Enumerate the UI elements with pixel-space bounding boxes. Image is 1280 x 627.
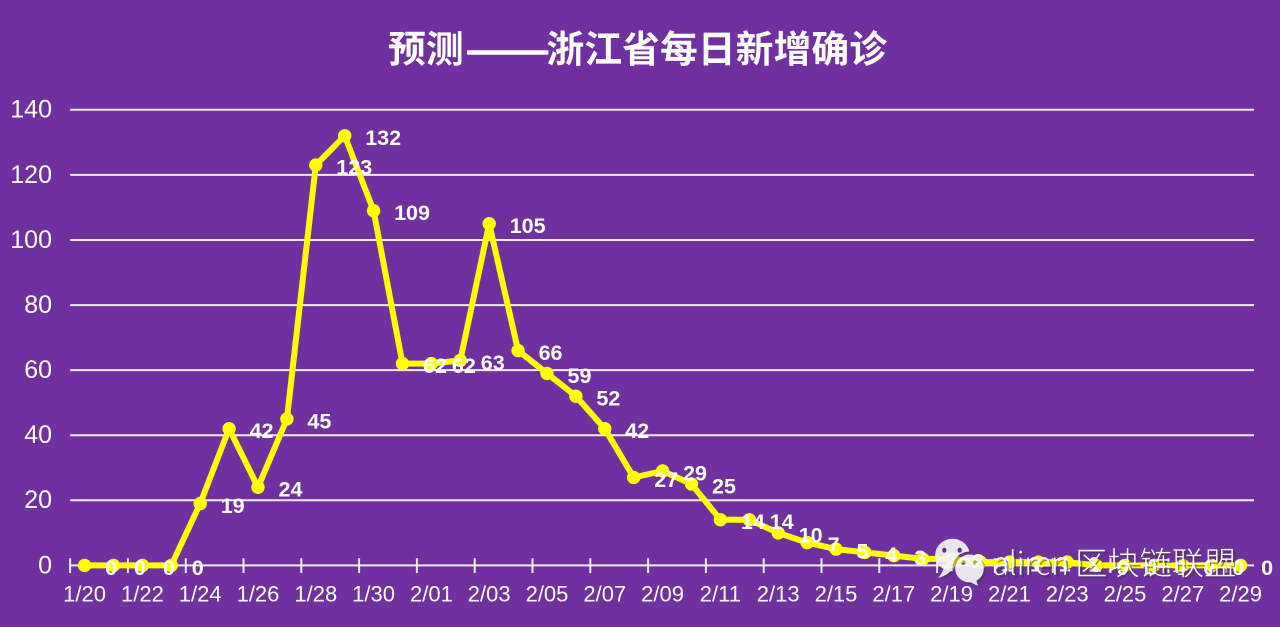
svg-text:60: 60 bbox=[24, 356, 52, 384]
svg-text:62: 62 bbox=[423, 354, 447, 378]
svg-text:120: 120 bbox=[10, 161, 52, 189]
svg-text:4: 4 bbox=[885, 543, 897, 567]
svg-text:27: 27 bbox=[654, 468, 678, 492]
svg-text:1/20: 1/20 bbox=[63, 582, 106, 607]
svg-text:45: 45 bbox=[307, 409, 331, 433]
svg-text:2/05: 2/05 bbox=[526, 582, 569, 607]
svg-text:20: 20 bbox=[24, 486, 52, 514]
svg-text:2/29: 2/29 bbox=[1219, 582, 1262, 607]
svg-text:42: 42 bbox=[625, 419, 649, 443]
svg-text:7: 7 bbox=[828, 533, 840, 557]
svg-text:1/24: 1/24 bbox=[179, 582, 222, 607]
svg-text:1/30: 1/30 bbox=[352, 582, 395, 607]
svg-text:2/15: 2/15 bbox=[815, 582, 858, 607]
svg-text:2/09: 2/09 bbox=[641, 582, 684, 607]
svg-text:1/28: 1/28 bbox=[294, 582, 337, 607]
svg-text:5: 5 bbox=[857, 540, 869, 564]
svg-text:2/25: 2/25 bbox=[1104, 582, 1147, 607]
svg-text:2/07: 2/07 bbox=[583, 582, 626, 607]
svg-text:0: 0 bbox=[134, 556, 146, 580]
svg-text:0: 0 bbox=[163, 556, 175, 580]
svg-text:14: 14 bbox=[770, 510, 794, 534]
svg-text:80: 80 bbox=[24, 291, 52, 319]
svg-text:0: 0 bbox=[192, 556, 204, 580]
svg-text:123: 123 bbox=[336, 156, 372, 180]
svg-text:25: 25 bbox=[712, 474, 736, 498]
svg-text:2/21: 2/21 bbox=[988, 582, 1031, 607]
svg-text:14: 14 bbox=[741, 510, 765, 534]
svg-text:2/13: 2/13 bbox=[757, 582, 800, 607]
svg-text:2/03: 2/03 bbox=[468, 582, 511, 607]
svg-text:10: 10 bbox=[799, 523, 823, 547]
svg-text:140: 140 bbox=[10, 96, 52, 124]
svg-text:42: 42 bbox=[250, 419, 274, 443]
svg-text:24: 24 bbox=[279, 478, 303, 502]
svg-text:40: 40 bbox=[24, 421, 52, 449]
svg-text:66: 66 bbox=[539, 341, 563, 365]
svg-text:1/22: 1/22 bbox=[121, 582, 164, 607]
svg-text:2/11: 2/11 bbox=[700, 582, 741, 607]
svg-text:2/17: 2/17 bbox=[872, 582, 915, 607]
svg-text:100: 100 bbox=[10, 226, 52, 254]
svg-text:132: 132 bbox=[365, 126, 401, 150]
svg-text:0: 0 bbox=[105, 556, 117, 580]
svg-text:3: 3 bbox=[914, 546, 926, 570]
svg-text:2/27: 2/27 bbox=[1161, 582, 1204, 607]
svg-text:29: 29 bbox=[683, 461, 707, 485]
svg-text:105: 105 bbox=[510, 214, 546, 238]
svg-text:2/23: 2/23 bbox=[1046, 582, 1089, 607]
svg-text:2/01: 2/01 bbox=[410, 582, 453, 607]
svg-text:19: 19 bbox=[221, 494, 245, 518]
svg-text:52: 52 bbox=[596, 387, 620, 411]
svg-text:2/19: 2/19 bbox=[930, 582, 973, 607]
svg-text:63: 63 bbox=[481, 351, 505, 375]
svg-text:109: 109 bbox=[394, 201, 430, 225]
svg-text:59: 59 bbox=[568, 364, 592, 388]
svg-text:62: 62 bbox=[452, 354, 476, 378]
svg-text:0: 0 bbox=[38, 551, 52, 579]
svg-text:1/26: 1/26 bbox=[237, 582, 280, 607]
svg-text:0: 0 bbox=[1261, 556, 1273, 580]
